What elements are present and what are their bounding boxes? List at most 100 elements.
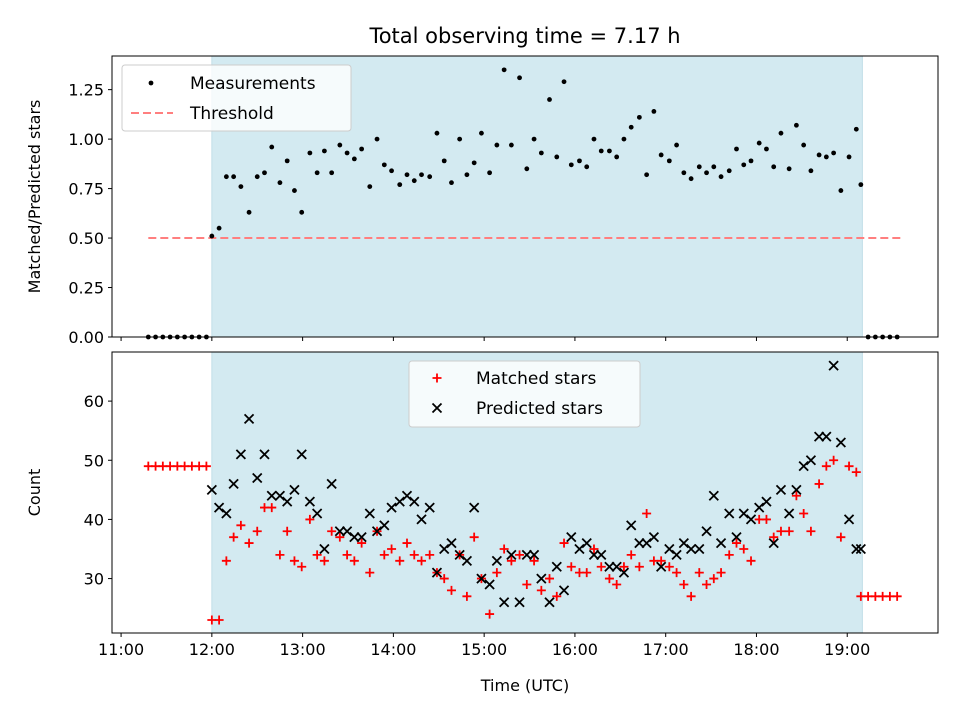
predicted-star-point — [784, 508, 795, 519]
measurement-point — [748, 158, 754, 164]
measurement-point — [299, 209, 305, 215]
matched-star-point — [776, 526, 786, 536]
predicted-star-point — [454, 549, 465, 561]
matched-star-point — [536, 585, 546, 595]
predicted-star-point — [476, 573, 487, 584]
predicted-star-point — [828, 360, 839, 371]
measurement-point — [808, 168, 814, 174]
bottom-ytick-label: 60 — [84, 392, 104, 411]
measurement-point — [246, 209, 252, 215]
predicted-star-point — [416, 514, 427, 525]
top-legend-box — [121, 64, 352, 132]
measurement-point — [674, 142, 679, 148]
predicted-star-point — [805, 455, 817, 466]
measurement-point — [457, 136, 463, 142]
predicted-star-point — [221, 508, 232, 519]
predicted-star-point — [371, 526, 383, 537]
predicted-star-point — [648, 532, 660, 543]
measurement-point — [696, 164, 702, 170]
predicted-star-point — [484, 579, 495, 590]
matched-star-point — [686, 591, 696, 601]
matched-star-point — [791, 491, 801, 501]
measurement-point — [517, 75, 522, 81]
measurement-point — [786, 166, 792, 172]
measurement-point — [858, 182, 864, 188]
matched-star-point — [522, 579, 532, 589]
matched-star-point — [282, 526, 292, 536]
top-ylabel: Matched/Predicted stars — [25, 100, 44, 294]
matched-star-point — [679, 579, 689, 589]
measurement-point — [277, 180, 283, 186]
matched-star-point — [529, 556, 539, 566]
predicted-star-point — [296, 449, 307, 460]
measurement-point — [621, 136, 627, 142]
predicted-star-point — [235, 449, 247, 460]
predicted-star-point — [768, 537, 779, 549]
legend-matched-label: Matched stars — [476, 369, 596, 389]
bottom-xtick-label: 13:00 — [280, 640, 326, 659]
measurement-point — [688, 176, 694, 182]
top-ytick-label: 0.00 — [68, 328, 104, 347]
matched-star-point — [619, 562, 629, 572]
top-ytick-label: 1.25 — [68, 81, 104, 100]
matched-star-point — [335, 532, 345, 542]
predicted-star-point — [724, 508, 735, 519]
measurement-point — [598, 148, 604, 154]
matched-star-point — [349, 556, 359, 566]
predicted-star-point — [282, 496, 293, 507]
matched-star-point — [769, 532, 779, 542]
measurement-point — [494, 142, 500, 148]
top-legend: Measurements Threshold — [121, 64, 352, 132]
top-ytick-label: 0.50 — [68, 229, 104, 248]
matched-star-point — [236, 520, 246, 530]
measurement-point — [284, 158, 290, 164]
predicted-star-point — [664, 543, 675, 555]
predicted-star-point — [618, 567, 630, 578]
measurement-point — [756, 140, 762, 146]
measurement-point — [374, 136, 380, 142]
measurement-point — [801, 142, 807, 148]
measurement-point — [577, 158, 582, 164]
matched-star-point — [709, 574, 719, 584]
predicted-star-point — [626, 520, 637, 531]
matched-star-point — [612, 579, 622, 589]
predicted-star-point — [761, 496, 772, 507]
matched-star-point — [634, 562, 644, 572]
matched-star-point — [252, 526, 262, 536]
matched-star-point — [821, 461, 831, 471]
matched-star-point — [417, 556, 427, 566]
matched-star-point — [499, 544, 509, 554]
matched-star-point — [357, 538, 367, 548]
predicted-star-point — [574, 543, 585, 555]
predicted-star-point — [821, 431, 832, 442]
predicted-star-point — [259, 449, 270, 460]
matched-star-point — [559, 538, 569, 548]
measurement-point — [381, 162, 387, 168]
measurement-point — [561, 79, 567, 85]
matched-star-point — [566, 562, 576, 572]
measurement-point — [262, 170, 267, 176]
predicted-star-point — [754, 502, 765, 513]
measurement-point — [734, 146, 739, 152]
measurement-point — [411, 178, 417, 184]
legend-threshold-label: Threshold — [189, 104, 274, 124]
measurement-point — [531, 136, 537, 142]
measurement-point — [254, 174, 260, 180]
top-ytick-label: 0.75 — [68, 180, 104, 199]
legend-matched-marker — [432, 373, 442, 383]
bottom-xtick-label: 14:00 — [370, 640, 416, 659]
bottom-xtick-label: 19:00 — [824, 640, 870, 659]
predicted-star-point — [701, 526, 712, 537]
predicted-star-point — [851, 543, 862, 555]
matched-star-point — [672, 568, 682, 578]
measurement-point — [554, 154, 560, 160]
predicted-star-point — [558, 585, 570, 596]
predicted-star-point — [379, 520, 390, 531]
measurement-point — [524, 166, 530, 172]
measurement-point — [644, 172, 650, 178]
measurement-point — [449, 180, 454, 186]
predicted-star-point — [326, 478, 337, 490]
predicted-star-point — [843, 514, 855, 525]
predicted-star-point — [685, 543, 697, 555]
measurement-point — [636, 114, 642, 120]
